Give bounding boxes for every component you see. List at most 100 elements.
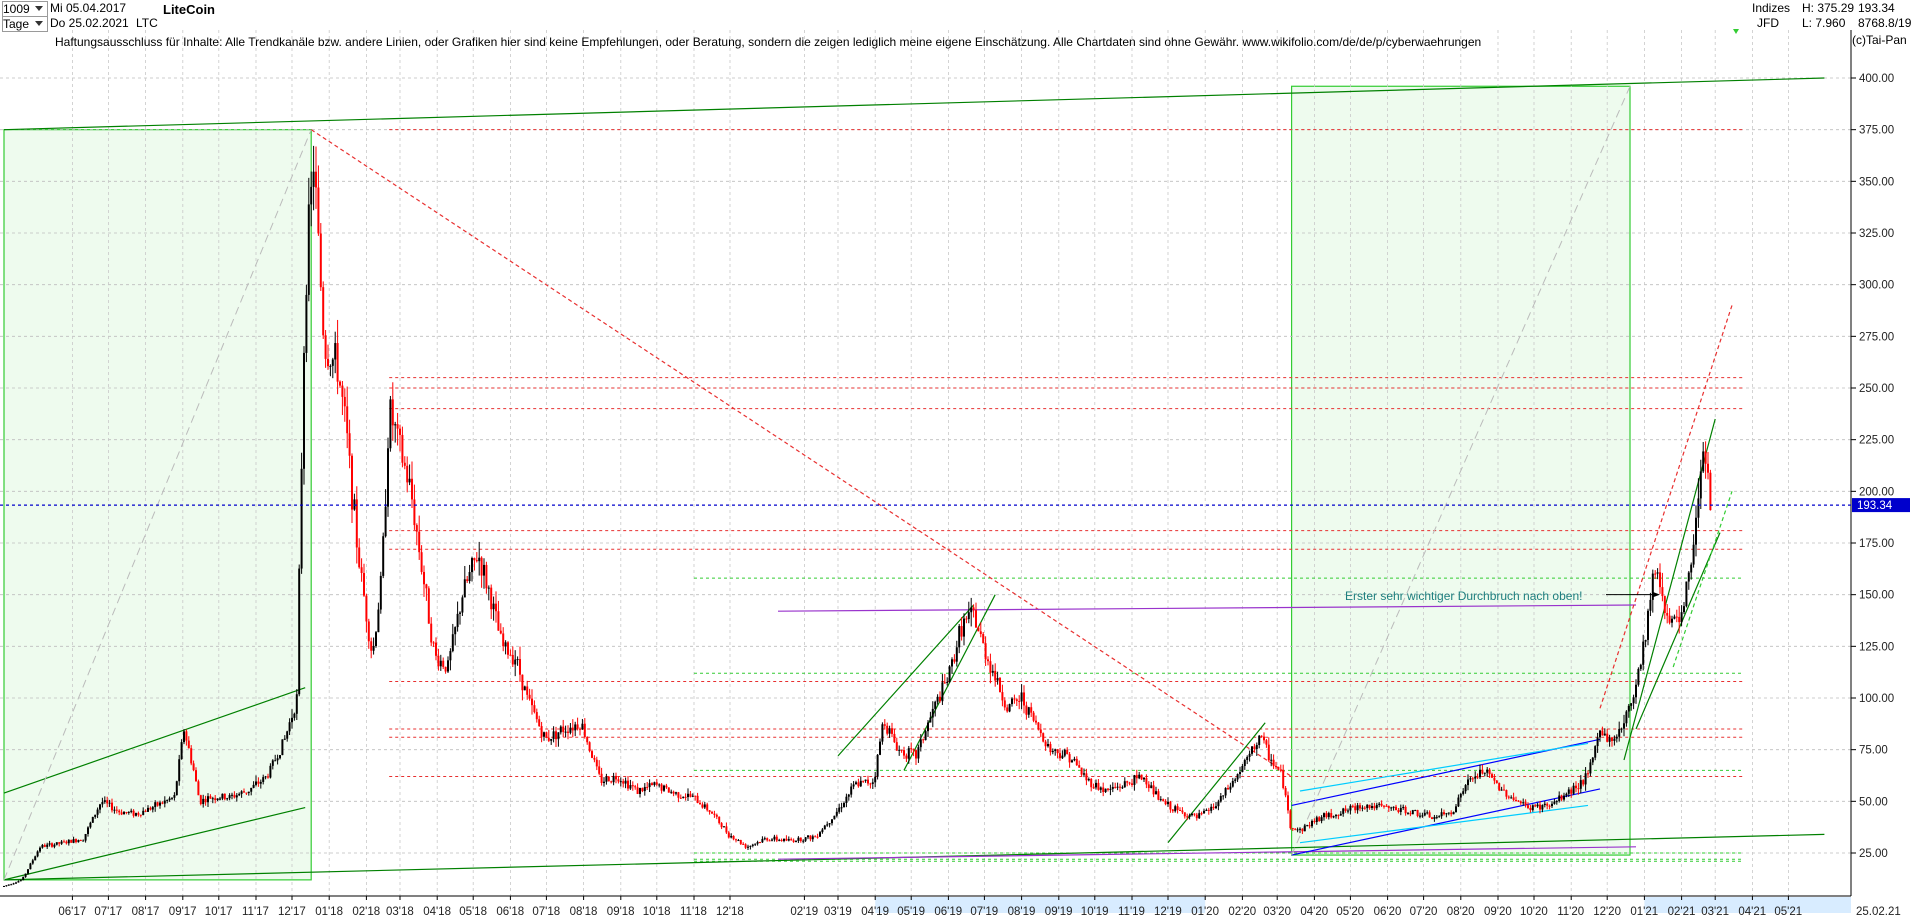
candle-body bbox=[855, 782, 857, 785]
candle-body bbox=[1217, 801, 1220, 807]
interval-select[interactable]: Tage bbox=[2, 16, 48, 32]
candle-body bbox=[1385, 805, 1388, 807]
instrument-title: LiteCoin bbox=[163, 2, 215, 17]
candle-body bbox=[1519, 801, 1522, 804]
period-count-select[interactable]: 1009 bbox=[2, 1, 48, 17]
candle-body bbox=[667, 787, 670, 793]
candle-body bbox=[1572, 785, 1575, 794]
candle-body bbox=[259, 781, 262, 784]
candle-body bbox=[485, 564, 488, 589]
candle-body bbox=[324, 335, 327, 359]
candle-body bbox=[934, 701, 937, 709]
candle-body bbox=[1035, 720, 1037, 723]
candle-body bbox=[1483, 772, 1486, 774]
candle-body bbox=[363, 573, 365, 596]
x-tick-label: 12'20 bbox=[1593, 906, 1621, 918]
candle-body bbox=[658, 784, 661, 786]
candle-body bbox=[1397, 810, 1400, 812]
candle-body bbox=[775, 836, 778, 841]
candle-body bbox=[243, 791, 245, 793]
candle-body bbox=[665, 785, 668, 788]
candle-body bbox=[1054, 749, 1057, 751]
candle-body bbox=[1143, 777, 1145, 780]
candle-body bbox=[603, 781, 605, 784]
candle-body bbox=[1248, 753, 1251, 757]
candle-body bbox=[315, 171, 317, 188]
trend-line bbox=[777, 604, 1637, 612]
candle-body bbox=[1277, 766, 1280, 770]
candlestick-series bbox=[3, 145, 1712, 887]
candle-body bbox=[1092, 787, 1095, 789]
candle-body bbox=[1409, 813, 1412, 815]
candle-body bbox=[605, 776, 608, 782]
candle-body bbox=[1128, 782, 1131, 784]
candle-body bbox=[1419, 815, 1421, 817]
candle-body bbox=[1469, 778, 1472, 780]
candle-body bbox=[233, 794, 236, 798]
candle-body bbox=[1647, 610, 1649, 640]
candle-body bbox=[17, 881, 20, 883]
candle-body bbox=[51, 843, 53, 847]
candle-body bbox=[1527, 805, 1529, 808]
candle-body bbox=[58, 842, 61, 844]
chevron-down-icon[interactable] bbox=[35, 21, 43, 26]
x-tick-label: 03'21 bbox=[1701, 906, 1729, 918]
candle-body bbox=[1284, 787, 1287, 796]
candle-body bbox=[593, 757, 596, 760]
candle-body bbox=[725, 826, 728, 833]
candle-body bbox=[442, 660, 445, 667]
candle-body bbox=[864, 779, 867, 781]
candle-body bbox=[1402, 806, 1405, 809]
candle-body bbox=[1063, 749, 1066, 756]
candle-body bbox=[718, 816, 721, 824]
candle-body bbox=[989, 661, 992, 673]
candle-body bbox=[1685, 581, 1688, 607]
candle-body bbox=[1279, 769, 1282, 771]
triangle-marker-icon bbox=[1733, 29, 1739, 34]
candle-body bbox=[581, 723, 584, 730]
candle-body bbox=[168, 798, 171, 800]
candle-body bbox=[7, 884, 10, 886]
candle-body bbox=[670, 791, 673, 793]
candle-body bbox=[72, 839, 75, 843]
candle-body bbox=[792, 840, 795, 842]
candle-body bbox=[1207, 809, 1210, 811]
candle-body bbox=[627, 780, 629, 789]
last-price-label: 193.34 bbox=[1857, 500, 1893, 512]
x-tick-label: 04'21 bbox=[1738, 906, 1766, 918]
candle-body bbox=[732, 836, 735, 840]
candle-body bbox=[1191, 813, 1193, 816]
candle-body bbox=[355, 499, 358, 548]
candle-body bbox=[334, 343, 337, 360]
candle-body bbox=[1644, 639, 1647, 642]
candle-body bbox=[1642, 641, 1645, 665]
candle-body bbox=[1354, 806, 1357, 811]
candle-body bbox=[1560, 795, 1563, 800]
candle-body bbox=[696, 795, 699, 804]
candle-body bbox=[430, 623, 433, 643]
candle-body bbox=[84, 833, 87, 841]
candle-body bbox=[394, 424, 397, 426]
candle-body bbox=[432, 642, 435, 644]
candle-body bbox=[358, 547, 361, 568]
candle-body bbox=[1258, 735, 1261, 745]
candle-body bbox=[881, 724, 884, 742]
candle-body bbox=[461, 597, 464, 613]
y-tick-label: 175.00 bbox=[1859, 538, 1894, 550]
candle-body bbox=[907, 748, 910, 759]
candle-body bbox=[10, 884, 13, 886]
candle-body bbox=[154, 802, 157, 808]
candle-body bbox=[444, 666, 447, 672]
candle-body bbox=[39, 847, 41, 852]
candle-body bbox=[713, 813, 716, 815]
chevron-down-icon[interactable] bbox=[35, 6, 43, 11]
candle-body bbox=[1222, 795, 1225, 797]
x-tick-label: 10'18 bbox=[643, 906, 671, 918]
last-value: 193.34 bbox=[1858, 1, 1895, 15]
candle-body bbox=[1591, 757, 1594, 763]
candle-body bbox=[735, 839, 737, 841]
candle-body bbox=[900, 749, 903, 751]
candle-body bbox=[629, 785, 632, 789]
x-tick-label: 03'20 bbox=[1263, 906, 1291, 918]
